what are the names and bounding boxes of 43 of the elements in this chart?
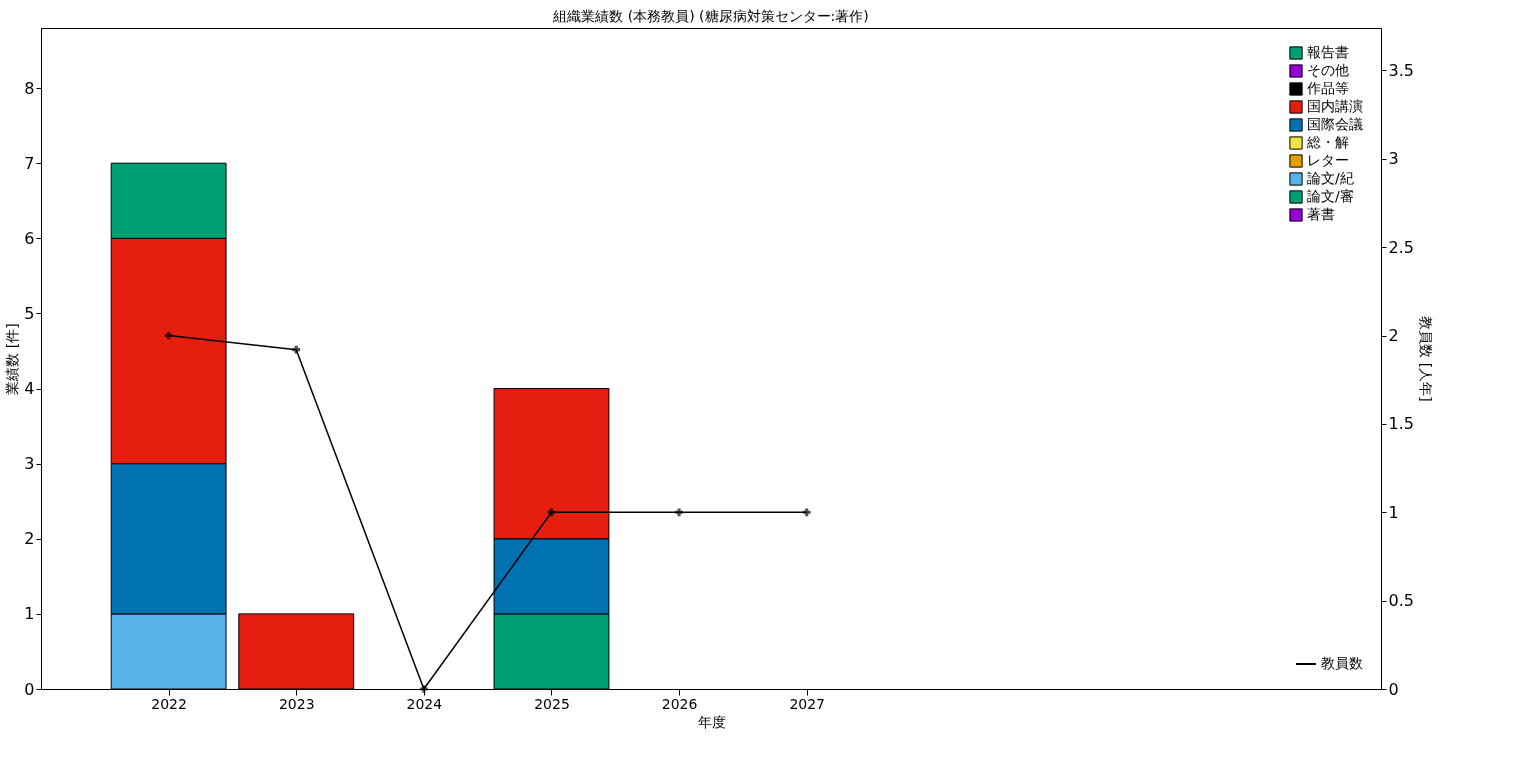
point [675,508,683,517]
x-axis-title: 年度 [697,713,726,730]
y2-tick-label: 0 [1388,679,1399,699]
y-tick-label: 8 [24,78,35,98]
y-tick-label: 0 [24,679,35,699]
point [292,345,301,354]
point [802,508,811,517]
point [419,685,428,693]
legend-label: 報告書 [1307,44,1349,60]
y-tick-label: 1 [24,604,35,624]
y2-axis-title: 教員数 [人年] [1417,316,1434,402]
y2-tick-label: 0.5 [1388,591,1414,611]
y-tick-label: 3 [24,454,35,474]
y-tick-label: 2 [24,529,35,549]
y2-tick-label: 1.5 [1388,414,1414,434]
y-tick-label: 6 [24,228,35,248]
x-tick-label: 2023 [278,695,315,712]
y2-tick-label: 1 [1388,502,1399,522]
y-tick-label: 7 [24,153,35,173]
x-tick-label: 2022 [151,695,187,712]
legend-label: 著書 [1307,206,1335,222]
x-tick-label: 2027 [789,695,826,712]
legend-label: 教員数 [1321,655,1363,671]
point [547,508,556,517]
y2-tick-label: 2.5 [1388,237,1414,257]
x-tick-label: 2026 [661,695,698,712]
x-tick-label: 2025 [534,695,570,712]
y2-tick-label: 2 [1388,326,1399,346]
y-tick-label: 4 [24,379,35,399]
y2-tick-label: 3 [1388,149,1399,169]
y-tick-label: 5 [24,303,35,323]
legend-label: レター [1307,152,1349,168]
x-tick-label: 2024 [406,695,443,712]
legend-label: 総・解 [1306,134,1349,150]
legend-label: 論文/審 [1307,188,1354,204]
legend-label: 論文/紀 [1307,170,1354,186]
legend-label: その他 [1307,62,1349,78]
legend-label: 国内講演 [1307,98,1363,114]
chart-title: 組織業績数 (本務教員) (糖尿病対策センター:著作) [552,8,869,24]
legend-label: 作品等 [1306,80,1349,96]
y2-tick-label: 3.5 [1388,60,1414,80]
legend-label: 国際会議 [1307,116,1363,132]
y-axis-title: 業績数 [件] [4,323,21,395]
